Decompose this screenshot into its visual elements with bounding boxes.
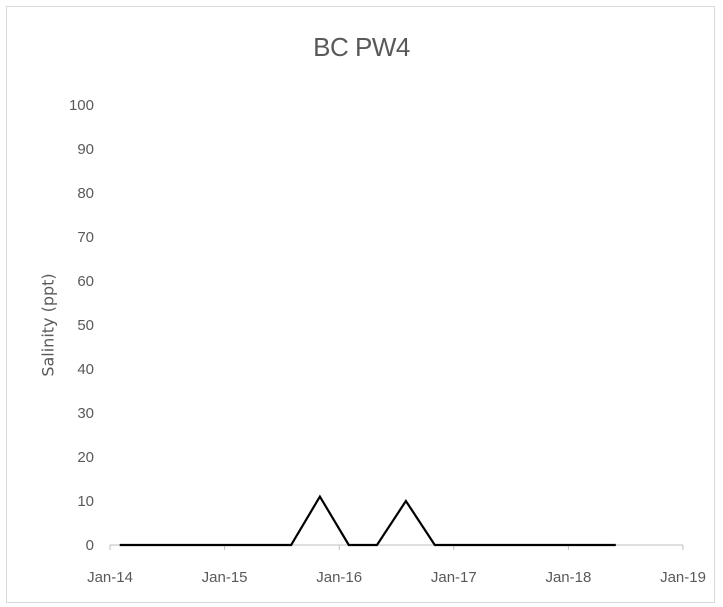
x-tick-label: Jan-17	[431, 569, 477, 586]
chart-frame	[6, 6, 715, 603]
y-tick-label: 60	[77, 273, 94, 290]
y-tick-label: 10	[77, 493, 94, 510]
x-tick-label: Jan-18	[545, 569, 591, 586]
y-tick-label: 30	[77, 405, 94, 422]
series-line	[119, 494, 616, 547]
y-tick-label: 40	[77, 361, 94, 378]
x-tick-label: Jan-14	[87, 569, 133, 586]
x-tick-label: Jan-16	[316, 569, 362, 586]
y-tick-label: 50	[77, 317, 94, 334]
x-tick-label: Jan-19	[660, 569, 706, 586]
y-tick-label: 90	[77, 141, 94, 158]
y-tick-label: 20	[77, 449, 94, 466]
y-tick-label: 70	[77, 229, 94, 246]
y-tick-label: 0	[86, 537, 94, 554]
chart-title: BC PW4	[313, 32, 410, 62]
y-tick-label: 80	[77, 185, 94, 202]
x-tick-label: Jan-15	[202, 569, 248, 586]
y-tick-label: 100	[69, 97, 94, 114]
